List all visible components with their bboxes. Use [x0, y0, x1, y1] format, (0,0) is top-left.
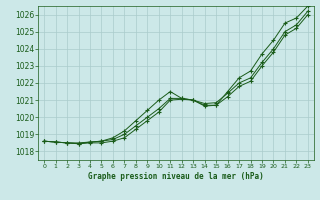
X-axis label: Graphe pression niveau de la mer (hPa): Graphe pression niveau de la mer (hPa) [88, 172, 264, 181]
